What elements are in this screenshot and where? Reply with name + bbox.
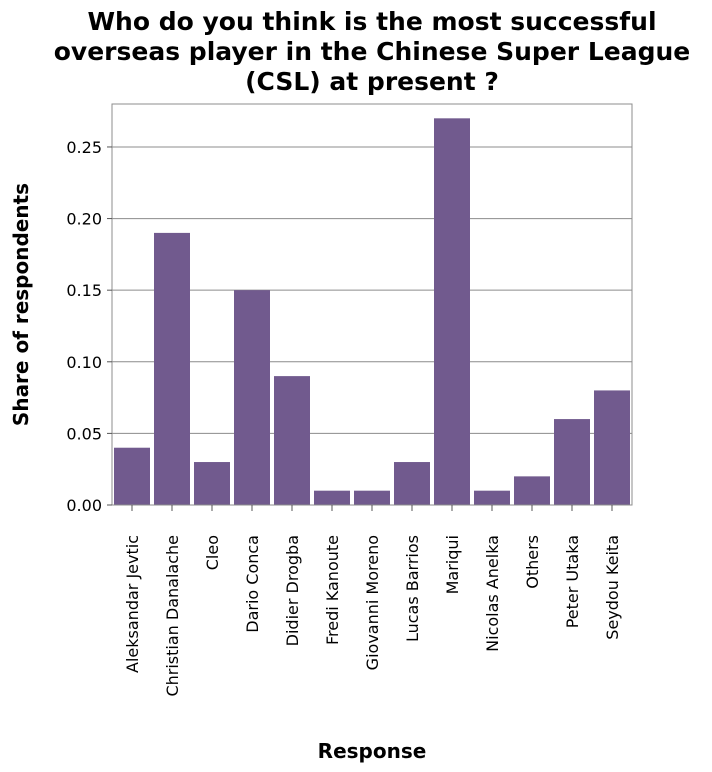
y-tick-label: 0.15 <box>66 281 102 300</box>
chart-title-line-3: (CSL) at present ? <box>245 67 499 96</box>
bar <box>594 390 630 505</box>
chart-title-line-2: overseas player in the Chinese Super Lea… <box>54 37 690 66</box>
x-tick-label: Dario Conca <box>243 535 262 633</box>
x-tick-label: Aleksandar Jevtic <box>123 535 142 673</box>
chart-title-line-1: Who do you think is the most successful <box>87 7 656 36</box>
x-tick-label: Lucas Barrios <box>403 535 422 642</box>
bar <box>154 232 190 505</box>
chart-title: Who do you think is the most successful … <box>54 7 690 96</box>
x-tick-label: Didier Drogba <box>283 535 302 646</box>
bar <box>314 490 350 505</box>
bar <box>234 290 270 505</box>
x-tick-label: Giovanni Moreno <box>363 535 382 670</box>
x-tick-label: Nicolas Anelka <box>483 535 502 652</box>
x-tick-label: Seydou Keita <box>603 535 622 640</box>
x-tick-label: Peter Utaka <box>563 535 582 628</box>
x-tick-label: Mariqui <box>443 535 462 594</box>
bar <box>194 462 230 505</box>
bar <box>394 462 430 505</box>
y-tick-label: 0.20 <box>66 210 102 229</box>
x-tick-label: Christian Danalache <box>163 535 182 697</box>
y-tick-label: 0.25 <box>66 138 102 157</box>
bars <box>114 118 630 506</box>
bar <box>274 376 310 505</box>
y-axis-ticks: 0.00 0.05 0.10 0.15 0.20 0.25 <box>66 138 112 515</box>
bar <box>514 476 550 505</box>
x-tick-label: Cleo <box>203 535 222 570</box>
x-axis-label: Response <box>318 739 427 763</box>
y-tick-label: 0.05 <box>66 424 102 443</box>
x-tick-label: Fredi Kanoute <box>323 535 342 645</box>
bar <box>474 490 510 505</box>
bar <box>434 118 470 506</box>
y-tick-label: 0.00 <box>66 496 102 515</box>
y-tick-label: 0.10 <box>66 353 102 372</box>
bar <box>554 419 590 505</box>
x-axis-ticks: Aleksandar Jevtic Christian Danalache Cleo… <box>123 505 622 697</box>
y-axis-label: Share of respondents <box>9 183 33 426</box>
bar <box>114 447 150 505</box>
x-tick-label: Others <box>523 535 542 589</box>
bar <box>354 490 390 505</box>
